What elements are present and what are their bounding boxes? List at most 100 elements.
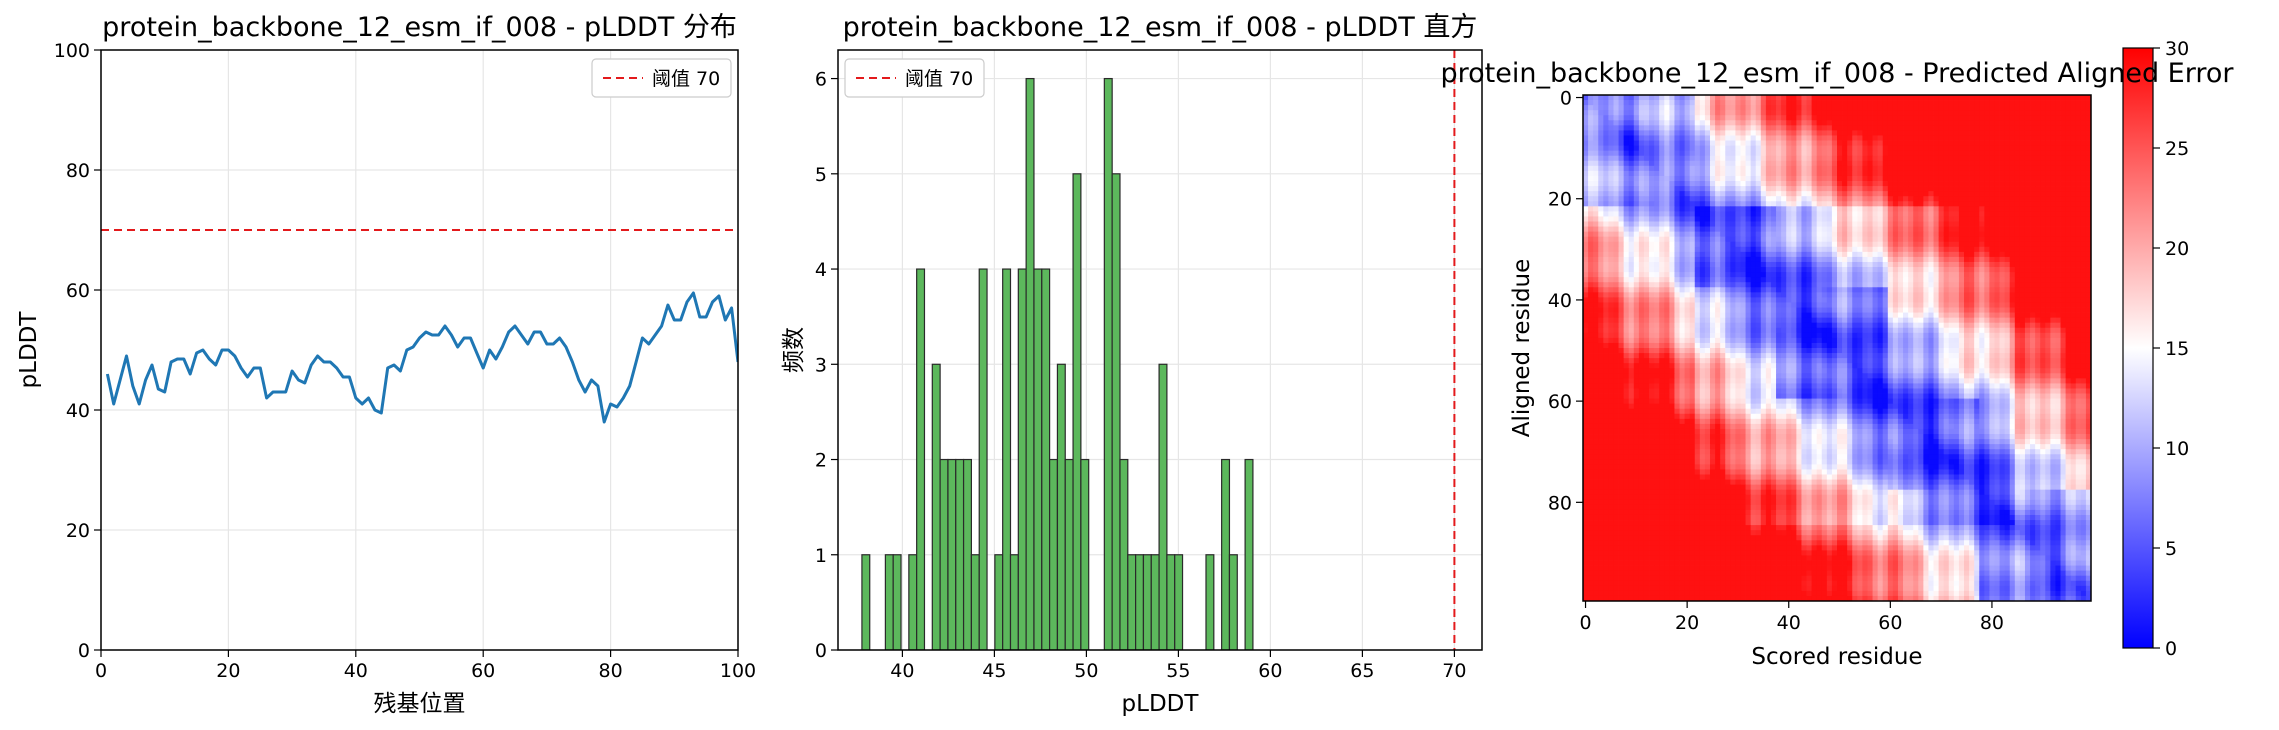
pae-cell [2085, 145, 2092, 152]
pae-cell [1826, 181, 1833, 187]
pae-cell [1913, 221, 1919, 227]
pae-cell [1882, 307, 1889, 313]
pae-cell [1633, 272, 1640, 278]
pae-cell [1984, 277, 1990, 283]
pae-cell [1786, 277, 1792, 283]
pae-cell [1847, 125, 1853, 131]
pae-cell [1882, 165, 1889, 172]
pae-cell [1760, 165, 1767, 172]
pae-cell [1593, 251, 1599, 258]
pae-cell [1781, 211, 1787, 217]
pae-cell [1837, 226, 1843, 233]
pae-cell [1923, 211, 1929, 217]
pae-cell [1704, 201, 1711, 207]
pae-cell [2055, 282, 2061, 288]
pae-cell [1826, 241, 1833, 248]
pae-cell [1826, 186, 1833, 192]
pae-cell [2050, 241, 2056, 248]
pae-cell [1872, 110, 1879, 116]
pae-cell [1765, 221, 1772, 227]
pae-cell [1679, 211, 1685, 217]
pae-cell [2045, 186, 2051, 192]
pae-cell [2085, 317, 2092, 324]
pae-cell [1806, 150, 1812, 157]
pae-cell [1872, 135, 1879, 141]
pae-cell [1765, 110, 1772, 116]
pae-cell [1877, 115, 1884, 121]
pae-cell [1593, 302, 1599, 308]
pae-cell [1801, 256, 1807, 263]
pae-cell [1943, 236, 1950, 243]
pae-cell [1892, 292, 1899, 298]
pae-cell [2070, 115, 2077, 121]
pae-cell [1811, 170, 1818, 177]
pae-cell [1796, 337, 1802, 344]
pae-cell [1821, 175, 1828, 182]
pae-cell [1583, 236, 1589, 243]
pae-cell [1649, 241, 1655, 248]
pae-cell [1618, 292, 1625, 298]
pae-cell [1948, 181, 1955, 187]
pae-cell [1704, 110, 1711, 116]
pae-cell [1928, 160, 1934, 167]
pae-cell [1699, 327, 1706, 334]
pae-cell [1831, 261, 1838, 268]
pae-cell [2045, 236, 2051, 243]
pae-cell [1887, 327, 1894, 334]
pae-cell [1969, 211, 1975, 217]
pae-cell [2019, 160, 2026, 167]
pae-cell [2019, 150, 2026, 157]
pae-cell [1740, 201, 1746, 207]
pae-cell [1781, 95, 1787, 101]
pae-cell [1791, 201, 1797, 207]
pae-cell [1583, 160, 1589, 167]
pae-cell [1704, 251, 1711, 258]
pae-cell [1664, 145, 1670, 152]
pae-cell [1877, 241, 1884, 248]
pae-cell [1887, 170, 1894, 177]
pae-cell [1984, 236, 1990, 243]
pae-cell [1831, 256, 1838, 263]
pae-cell [2030, 307, 2036, 313]
pae-cell [2045, 216, 2051, 222]
pae-cell [1649, 100, 1655, 106]
pae-cell [2009, 145, 2016, 152]
pae-cell [2009, 110, 2016, 116]
pae-cell [1699, 191, 1706, 197]
pae-cell [1918, 201, 1924, 207]
pae-cell [1694, 211, 1701, 217]
pae-cell [2030, 302, 2036, 308]
pae-cell [1791, 226, 1797, 233]
pae-cell [1603, 140, 1609, 146]
pae-cell [1847, 181, 1853, 187]
pae-cell [1755, 236, 1762, 243]
pae-cell [1679, 267, 1685, 273]
pae-cell [2075, 206, 2082, 212]
pae-cell [2014, 211, 2021, 217]
pae-cell [1999, 120, 2006, 126]
pae-cell [1872, 160, 1879, 167]
pae-cell [1964, 201, 1970, 207]
pae-cell [1816, 186, 1823, 192]
pae-cell [1892, 307, 1899, 313]
pae-cell [1908, 150, 1914, 157]
pae-cell [2085, 196, 2092, 202]
pae-cell [1948, 307, 1955, 313]
pae-cell [2009, 231, 2016, 238]
pae-cell [1877, 327, 1884, 334]
pae-cell [1720, 267, 1726, 273]
pae-cell [1588, 216, 1594, 222]
pae-cell [1882, 170, 1889, 177]
pae-cell [1776, 231, 1782, 238]
pae-cell [1958, 145, 1965, 152]
pae-cell [2080, 135, 2087, 141]
pae-cell [1654, 307, 1660, 313]
pae-cell [1796, 216, 1802, 222]
pae-cell [1892, 332, 1899, 339]
pae-cell [1750, 277, 1757, 283]
pae-cell [1699, 115, 1706, 121]
pae-cell [1781, 110, 1787, 116]
pae-cell [1654, 125, 1660, 131]
pae-cell [1826, 322, 1833, 329]
pae-cell [1781, 327, 1787, 334]
